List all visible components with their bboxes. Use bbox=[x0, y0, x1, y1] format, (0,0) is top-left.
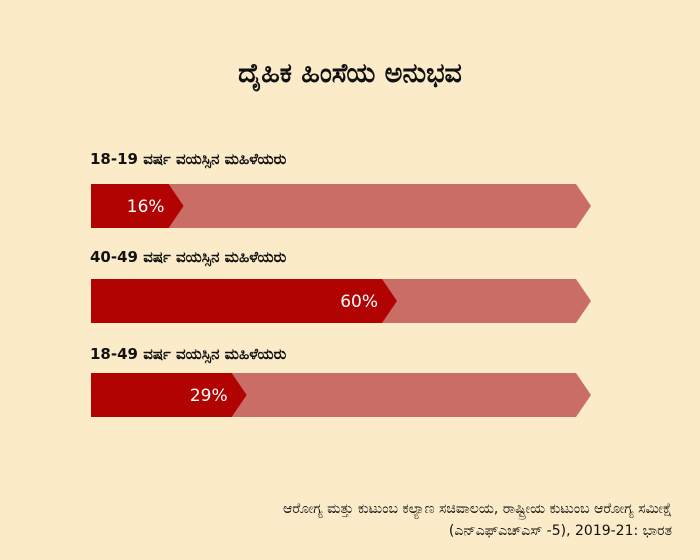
source-line-2: (ಎನ್ಎಫ್ಎಚ್ಎಸ್ -5), 2019-21: ಭಾರತ bbox=[448, 523, 672, 539]
category-label-3: 18-49 ವರ್ಷ ವಯಸ್ಸಿನ ಮಹಿಳೆಯರು bbox=[90, 345, 287, 363]
source-note: ಆರೋಗ್ಯ ಮತ್ತು ಕುಟುಂಬ ಕಲ್ಯಾಣ ಸಚಿವಾಲಯ, ರಾಷ್… bbox=[32, 498, 672, 542]
bar-value bbox=[91, 279, 397, 323]
bar-value bbox=[91, 184, 184, 228]
bar-value bbox=[91, 373, 247, 417]
category-label-2: 40-49 ವರ್ಷ ವಯಸ್ಸಿನ ಮಹಿಳೆಯರು bbox=[90, 248, 287, 266]
bar-track bbox=[91, 184, 591, 228]
bar-value-label: 60% bbox=[340, 292, 378, 312]
chart-title: ದೈಹಿಕ ಹಿಂಸೆಯ ಅನುಭವ bbox=[238, 58, 462, 89]
source-line-1: ಆರೋಗ್ಯ ಮತ್ತು ಕುಟುಂಬ ಕಲ್ಯಾಣ ಸಚಿವಾಲಯ, ರಾಷ್… bbox=[282, 501, 672, 517]
category-label-1: 18-19 ವರ್ಷ ವಯಸ್ಸಿನ ಮಹಿಳೆಯರು bbox=[90, 150, 287, 168]
bar-value-label: 29% bbox=[190, 386, 228, 406]
bar-value-label: 16% bbox=[127, 197, 165, 217]
